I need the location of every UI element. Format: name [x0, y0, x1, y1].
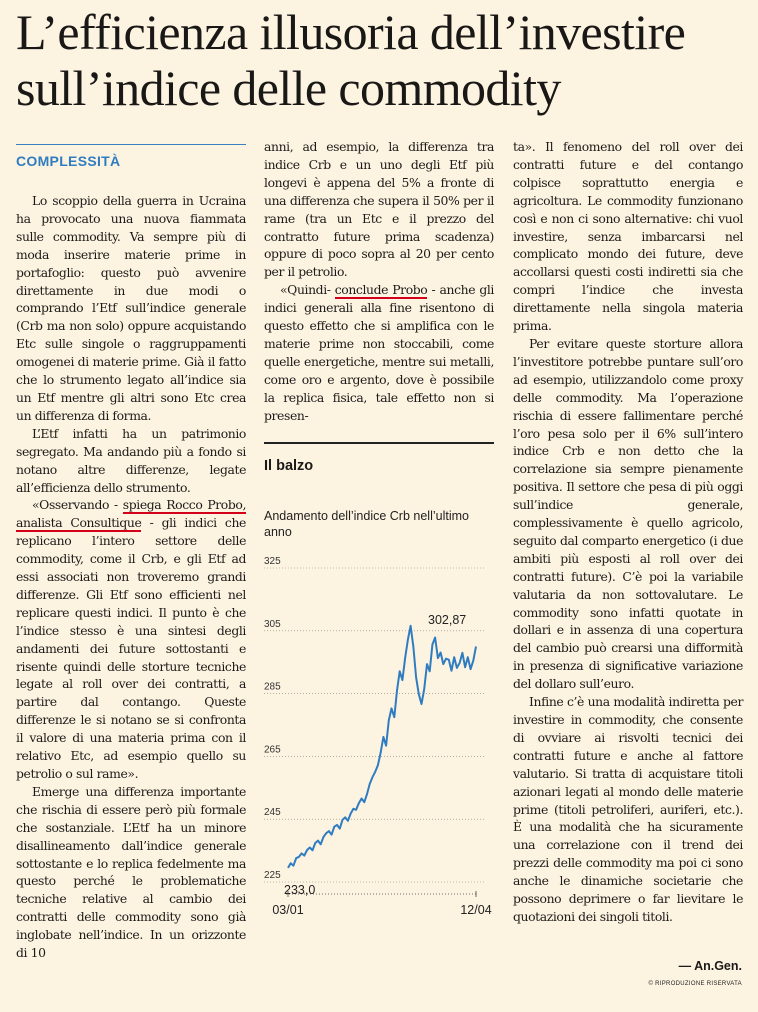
- series-line: [287, 624, 477, 869]
- paragraph: anni, ad esempio, la differenza tra indi…: [264, 139, 494, 280]
- quote-body: - anche gli indici generali alla fine ri…: [264, 282, 494, 423]
- paragraph: Per evitare queste storture allora l’inv…: [513, 335, 743, 692]
- paragraph: Emerge una differenza importante che ris…: [16, 783, 246, 961]
- peak-value-label: 302,87: [428, 613, 466, 627]
- chart-title: Il balzo: [264, 458, 314, 474]
- quote-body: - gli indici che replicano l’intero sett…: [16, 515, 246, 781]
- headline: L’efficienza illusoria dell’investire su…: [16, 4, 686, 116]
- highlighted-source: conclude Probo: [334, 282, 428, 300]
- quote-lead: «Osservando -: [32, 497, 123, 513]
- paragraph: L’Etf infatti ha un patrimonio segregato…: [16, 425, 246, 495]
- line-chart: 325 305 285 265 245 225 03/01 12/04 233,0 302,87: [264, 556, 492, 917]
- y-tick-label: 225: [264, 870, 281, 881]
- author-signature: — An.Gen.: [678, 959, 742, 973]
- paragraph: Infine c’è una modalità indiretta per in…: [513, 694, 743, 924]
- y-tick-label: 285: [264, 682, 281, 693]
- paragraph: Lo scoppio della guerra in Ucraina ha pr…: [16, 193, 246, 423]
- y-tick-label: 305: [264, 619, 281, 630]
- quote-lead: «Quindi-: [280, 282, 335, 298]
- paragraph: «Osservando - spiega Rocco Probo, analis…: [16, 496, 246, 783]
- copyright-notice: © RIPRODUZIONE RISERVATA: [648, 981, 742, 987]
- article-column-2: anni, ad esempio, la differenza tra indi…: [264, 138, 494, 425]
- paragraph: «Quindi- conclude Probo - anche gli indi…: [264, 281, 494, 424]
- start-value-label: 233,0: [284, 883, 315, 897]
- y-tick-label: 245: [264, 807, 281, 818]
- x-tick-label: 03/01: [272, 903, 303, 917]
- chart-subtitle: Andamento dell’indice Crb nell’ultimo an…: [264, 509, 469, 539]
- chart-panel: Il balzo Andamento dell’indice Crb nell’…: [264, 442, 494, 992]
- y-tick-label: 325: [264, 556, 281, 567]
- paragraph: ta». Il fenomeno del roll over dei contr…: [513, 139, 743, 334]
- article-column-1: Lo scoppio della guerra in Ucraina ha pr…: [16, 192, 246, 962]
- y-tick-label: 265: [264, 744, 281, 755]
- article-column-3: ta». Il fenomeno del roll over dei contr…: [513, 138, 743, 926]
- x-tick-label: 12/04: [460, 903, 491, 917]
- highlighted-source: spiega Rocco Probo, analista Consultique: [16, 497, 246, 533]
- section-label: COMPLESSITÀ: [16, 144, 246, 169]
